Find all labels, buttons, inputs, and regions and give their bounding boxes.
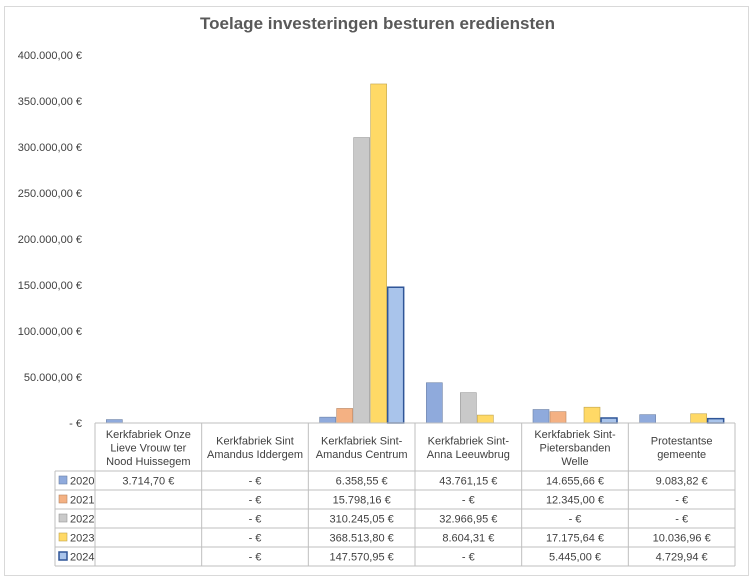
data-label: 43.761,15 € xyxy=(439,476,497,488)
category-label: Welle xyxy=(561,456,588,468)
data-label: 14.655,66 € xyxy=(546,476,604,488)
bar-2023-4 xyxy=(583,406,601,424)
data-label: - € xyxy=(249,552,262,564)
y-tick-label: 100.000,00 € xyxy=(18,326,82,338)
legend-key-2023 xyxy=(58,532,68,542)
data-label: - € xyxy=(249,533,262,545)
data-label: 6.358,55 € xyxy=(336,476,388,488)
category-label: Lieve Vrouw ter xyxy=(110,442,186,454)
legend-label: 2022 xyxy=(70,514,94,526)
y-tick-label: 350.000,00 € xyxy=(18,96,82,108)
bar-2023-3 xyxy=(477,414,494,424)
bar-2020-2 xyxy=(319,416,336,424)
bar-2024-4 xyxy=(600,417,618,424)
data-label: 5.445,00 € xyxy=(549,552,601,564)
category-label: Kerkfabriek Sint- xyxy=(428,436,510,448)
bar-2020-5 xyxy=(639,414,656,424)
legend-label: 2021 xyxy=(70,495,94,507)
category-label: Kerkfabriek Sint xyxy=(216,436,294,448)
data-label: 12.345,00 € xyxy=(546,495,604,507)
bars xyxy=(106,83,725,424)
legend-label: 2024 xyxy=(70,552,94,564)
legend-key-2024 xyxy=(58,551,68,561)
category-label: Kerkfabriek Onze xyxy=(106,429,191,441)
bar-2020-0 xyxy=(106,419,123,424)
data-label: 15.798,16 € xyxy=(333,495,391,507)
bar-2023-5 xyxy=(690,413,707,424)
category-label: Kerkfabriek Sint- xyxy=(321,436,403,448)
y-tick-label: 150.000,00 € xyxy=(18,280,82,292)
data-label: - € xyxy=(675,495,688,507)
data-label: - € xyxy=(462,495,475,507)
data-label: - € xyxy=(462,552,475,564)
data-label: 8.604,31 € xyxy=(442,533,494,545)
bar-2022-3 xyxy=(460,392,477,424)
data-label: - € xyxy=(249,514,262,526)
category-label: Nood Huissegem xyxy=(106,456,190,468)
data-label: 17.175,64 € xyxy=(546,533,604,545)
bar-2024-5 xyxy=(706,417,725,424)
y-tick-label: 250.000,00 € xyxy=(18,188,82,200)
legend-key-2021 xyxy=(58,494,68,504)
data-label: 3.714,70 € xyxy=(122,476,174,488)
bar-2021-2 xyxy=(336,408,353,424)
category-label: Amandus Centrum xyxy=(316,449,408,461)
bar-2023-2 xyxy=(370,83,387,424)
category-label: Anna Leeuwbrug xyxy=(427,449,510,461)
data-label: - € xyxy=(569,514,582,526)
category-label: Amandus Iddergem xyxy=(207,449,303,461)
category-label: gemeente xyxy=(657,449,706,461)
data-label: - € xyxy=(249,476,262,488)
bar-2022-2 xyxy=(353,137,370,424)
data-label: 9.083,82 € xyxy=(656,476,708,488)
data-label: 10.036,96 € xyxy=(653,533,711,545)
data-label: - € xyxy=(249,495,262,507)
data-label: 4.729,94 € xyxy=(656,552,708,564)
data-label: 32.966,95 € xyxy=(439,514,497,526)
y-tick-label: 400.000,00 € xyxy=(18,50,82,62)
category-label: Pietersbanden xyxy=(540,442,611,454)
data-label: - € xyxy=(675,514,688,526)
data-label: 310.245,05 € xyxy=(330,514,394,526)
bar-2021-4 xyxy=(549,411,567,424)
y-axis: - € 50.000,00 € 100.000,00 € 150.000,00 € 20… xyxy=(18,50,82,430)
y-tick-label: - € xyxy=(69,418,82,430)
bar-2020-4 xyxy=(532,409,550,424)
legend-label: 2023 xyxy=(70,533,94,545)
category-label: Protestantse xyxy=(651,436,713,448)
y-tick-label: 50.000,00 € xyxy=(24,372,82,384)
legend-key-2022 xyxy=(58,513,68,523)
data-label: 147.570,95 € xyxy=(330,552,394,564)
bar-2020-3 xyxy=(426,382,443,424)
chart-title: Toelage investeringen besturen eredienst… xyxy=(200,14,555,33)
category-label: Kerkfabriek Sint- xyxy=(534,429,616,441)
legend-key-2020 xyxy=(58,475,68,485)
y-tick-label: 300.000,00 € xyxy=(18,142,82,154)
bar-2024-2 xyxy=(386,286,405,424)
legend-label: 2020 xyxy=(70,476,94,488)
data-label: 368.513,80 € xyxy=(330,533,394,545)
y-tick-label: 200.000,00 € xyxy=(18,234,82,246)
